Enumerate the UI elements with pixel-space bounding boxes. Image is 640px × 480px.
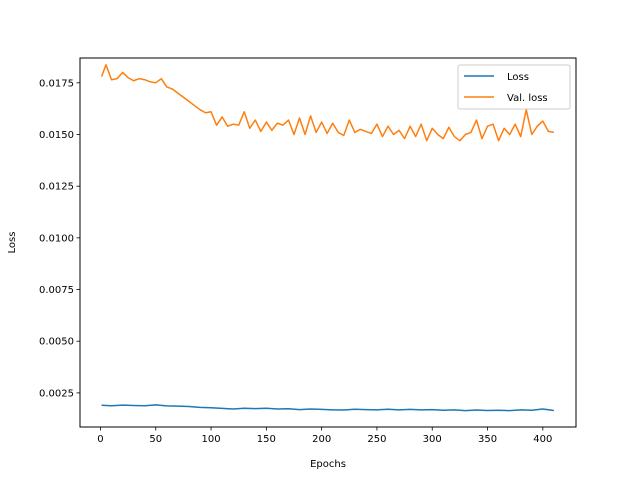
x-tick-label: 0: [97, 434, 103, 445]
x-tick-label: 400: [533, 434, 552, 445]
y-tick-label: 0.0125: [39, 182, 74, 193]
y-tick-label: 0.0025: [39, 388, 74, 399]
x-tick-label: 50: [149, 434, 162, 445]
x-axis-ticks: 0 50 100 150 200 250 300 350 400: [97, 427, 552, 445]
series-line-loss: [101, 404, 554, 412]
legend-label-loss: Loss: [507, 72, 529, 83]
plot-lines: [100, 64, 555, 412]
plot-frame: [79, 57, 577, 428]
legend: Loss Val. loss: [457, 64, 571, 110]
x-tick-label: 200: [312, 434, 331, 445]
y-tick-label: 0.0100: [39, 233, 74, 244]
x-tick-label: 100: [202, 434, 221, 445]
x-axis-label: Epochs: [310, 459, 346, 470]
y-tick-label: 0.0050: [39, 337, 74, 348]
y-tick-label: 0.0150: [39, 130, 74, 141]
x-tick-label: 350: [478, 434, 497, 445]
y-axis-label: Loss: [7, 232, 18, 254]
y-tick-label: 0.0075: [39, 285, 74, 296]
y-tick-label: 0.0175: [39, 78, 74, 89]
x-tick-label: 250: [367, 434, 386, 445]
y-axis-ticks: 0.0025 0.0050 0.0075 0.0100 0.0125 0.0150 0.01…: [39, 78, 80, 399]
series-line-val-loss: [100, 64, 555, 142]
legend-label-val-loss: Val. loss: [507, 93, 548, 104]
x-tick-label: 300: [423, 434, 442, 445]
x-tick-label: 150: [257, 434, 276, 445]
